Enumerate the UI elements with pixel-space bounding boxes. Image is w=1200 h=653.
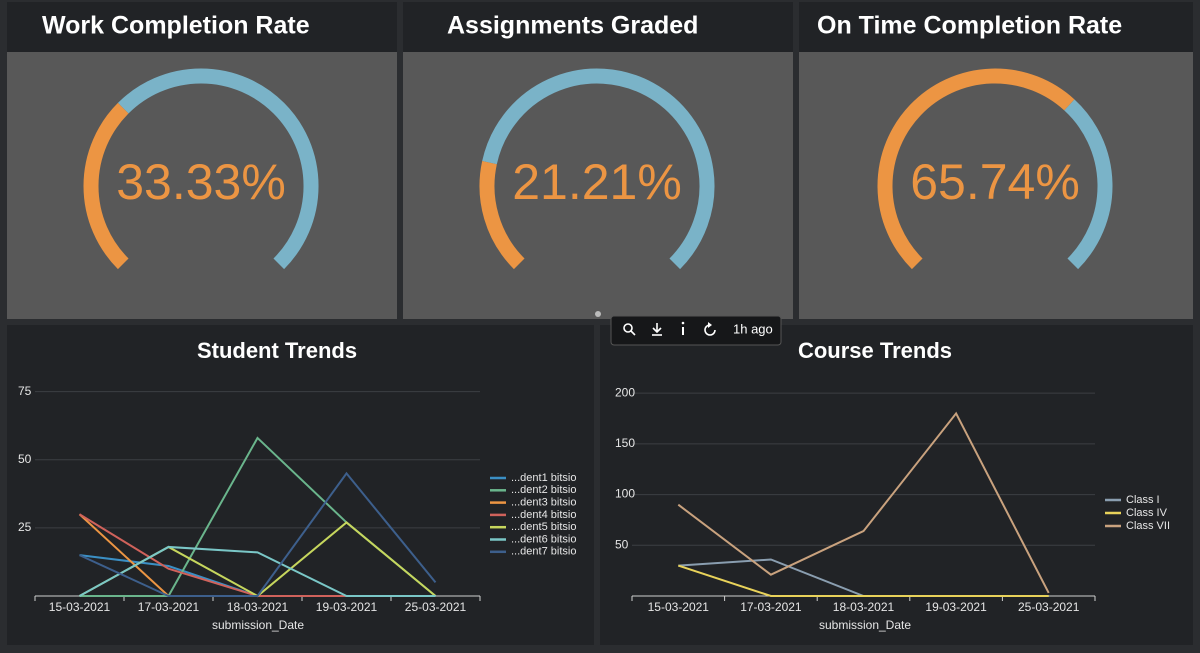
y-tick-label: 50 (615, 537, 629, 551)
refresh-arrow (708, 322, 712, 328)
panel-title: Work Completion Rate (42, 12, 310, 40)
x-tick-label: 18-03-2021 (227, 600, 289, 614)
y-tick-label: 200 (615, 385, 635, 399)
gauge-track (1064, 99, 1113, 270)
search-icon-handle (630, 330, 636, 336)
x-tick-label: 17-03-2021 (740, 600, 802, 614)
series-line (677, 411, 1050, 594)
legend-label: ...dent5 bitsio (511, 521, 576, 533)
gauge-value-label: 21.21% (512, 154, 682, 210)
gauge-value-arc (83, 102, 129, 270)
gauge-value-label: 33.33% (116, 154, 286, 210)
panel-body (7, 325, 594, 645)
x-axis-label: submission_Date (819, 618, 911, 632)
toolbar: 1h ago (610, 315, 782, 346)
x-axis-label: submission_Date (212, 618, 304, 632)
x-tick-label: 15-03-2021 (49, 600, 111, 614)
legend-label: Class VII (1126, 520, 1170, 532)
panel-body (403, 52, 793, 319)
panel-header (799, 2, 1193, 52)
x-tick-label: 19-03-2021 (925, 600, 987, 614)
legend-label: ...dent7 bitsio (511, 546, 576, 558)
panel-body (7, 52, 397, 319)
info-dot (681, 321, 685, 325)
gauge-track (482, 68, 715, 270)
legend-label: ...dent1 bitsio (511, 472, 576, 484)
panel-header (7, 2, 397, 52)
legend-label: Class I (1126, 494, 1160, 506)
legend-label: ...dent4 bitsio (511, 509, 576, 521)
y-tick-label: 50 (18, 452, 32, 466)
gauge-value-arc (877, 68, 1075, 270)
series-line (79, 471, 437, 597)
panel-header (403, 2, 793, 52)
x-tick-label: 25-03-2021 (1018, 600, 1080, 614)
x-tick-label: 25-03-2021 (405, 600, 467, 614)
download-arrow (652, 327, 662, 334)
y-tick-label: 100 (615, 487, 635, 501)
panel-body (799, 52, 1193, 319)
panel-body (600, 325, 1193, 645)
toolbar-age: 1h ago (733, 321, 773, 336)
x-tick-label: 19-03-2021 (316, 600, 378, 614)
refresh-icon[interactable] (704, 324, 716, 336)
y-tick-label: 150 (615, 436, 635, 450)
x-tick-label: 15-03-2021 (648, 600, 710, 614)
gauge-track (117, 68, 319, 270)
toolbar-box (610, 315, 782, 346)
series-line (79, 545, 436, 597)
chart-title: Course Trends (798, 338, 952, 363)
x-tick-label: 18-03-2021 (833, 600, 895, 614)
panel-title: On Time Completion Rate (817, 12, 1122, 40)
legend-label: Class IV (1126, 507, 1168, 519)
y-tick-label: 75 (18, 384, 32, 398)
search-icon[interactable] (623, 323, 633, 333)
x-tick-label: 17-03-2021 (138, 600, 200, 614)
chart-title: Student Trends (197, 338, 357, 363)
y-tick-label: 25 (18, 520, 32, 534)
pager-dot (595, 311, 601, 317)
gauge-value-arc (479, 161, 525, 270)
legend-label: ...dent6 bitsio (511, 533, 576, 545)
legend-label: ...dent2 bitsio (511, 484, 576, 496)
panel-title: Assignments Graded (447, 12, 698, 40)
gauge-value-label: 65.74% (910, 154, 1080, 210)
series-line (677, 564, 1049, 597)
legend-label: ...dent3 bitsio (511, 497, 576, 509)
